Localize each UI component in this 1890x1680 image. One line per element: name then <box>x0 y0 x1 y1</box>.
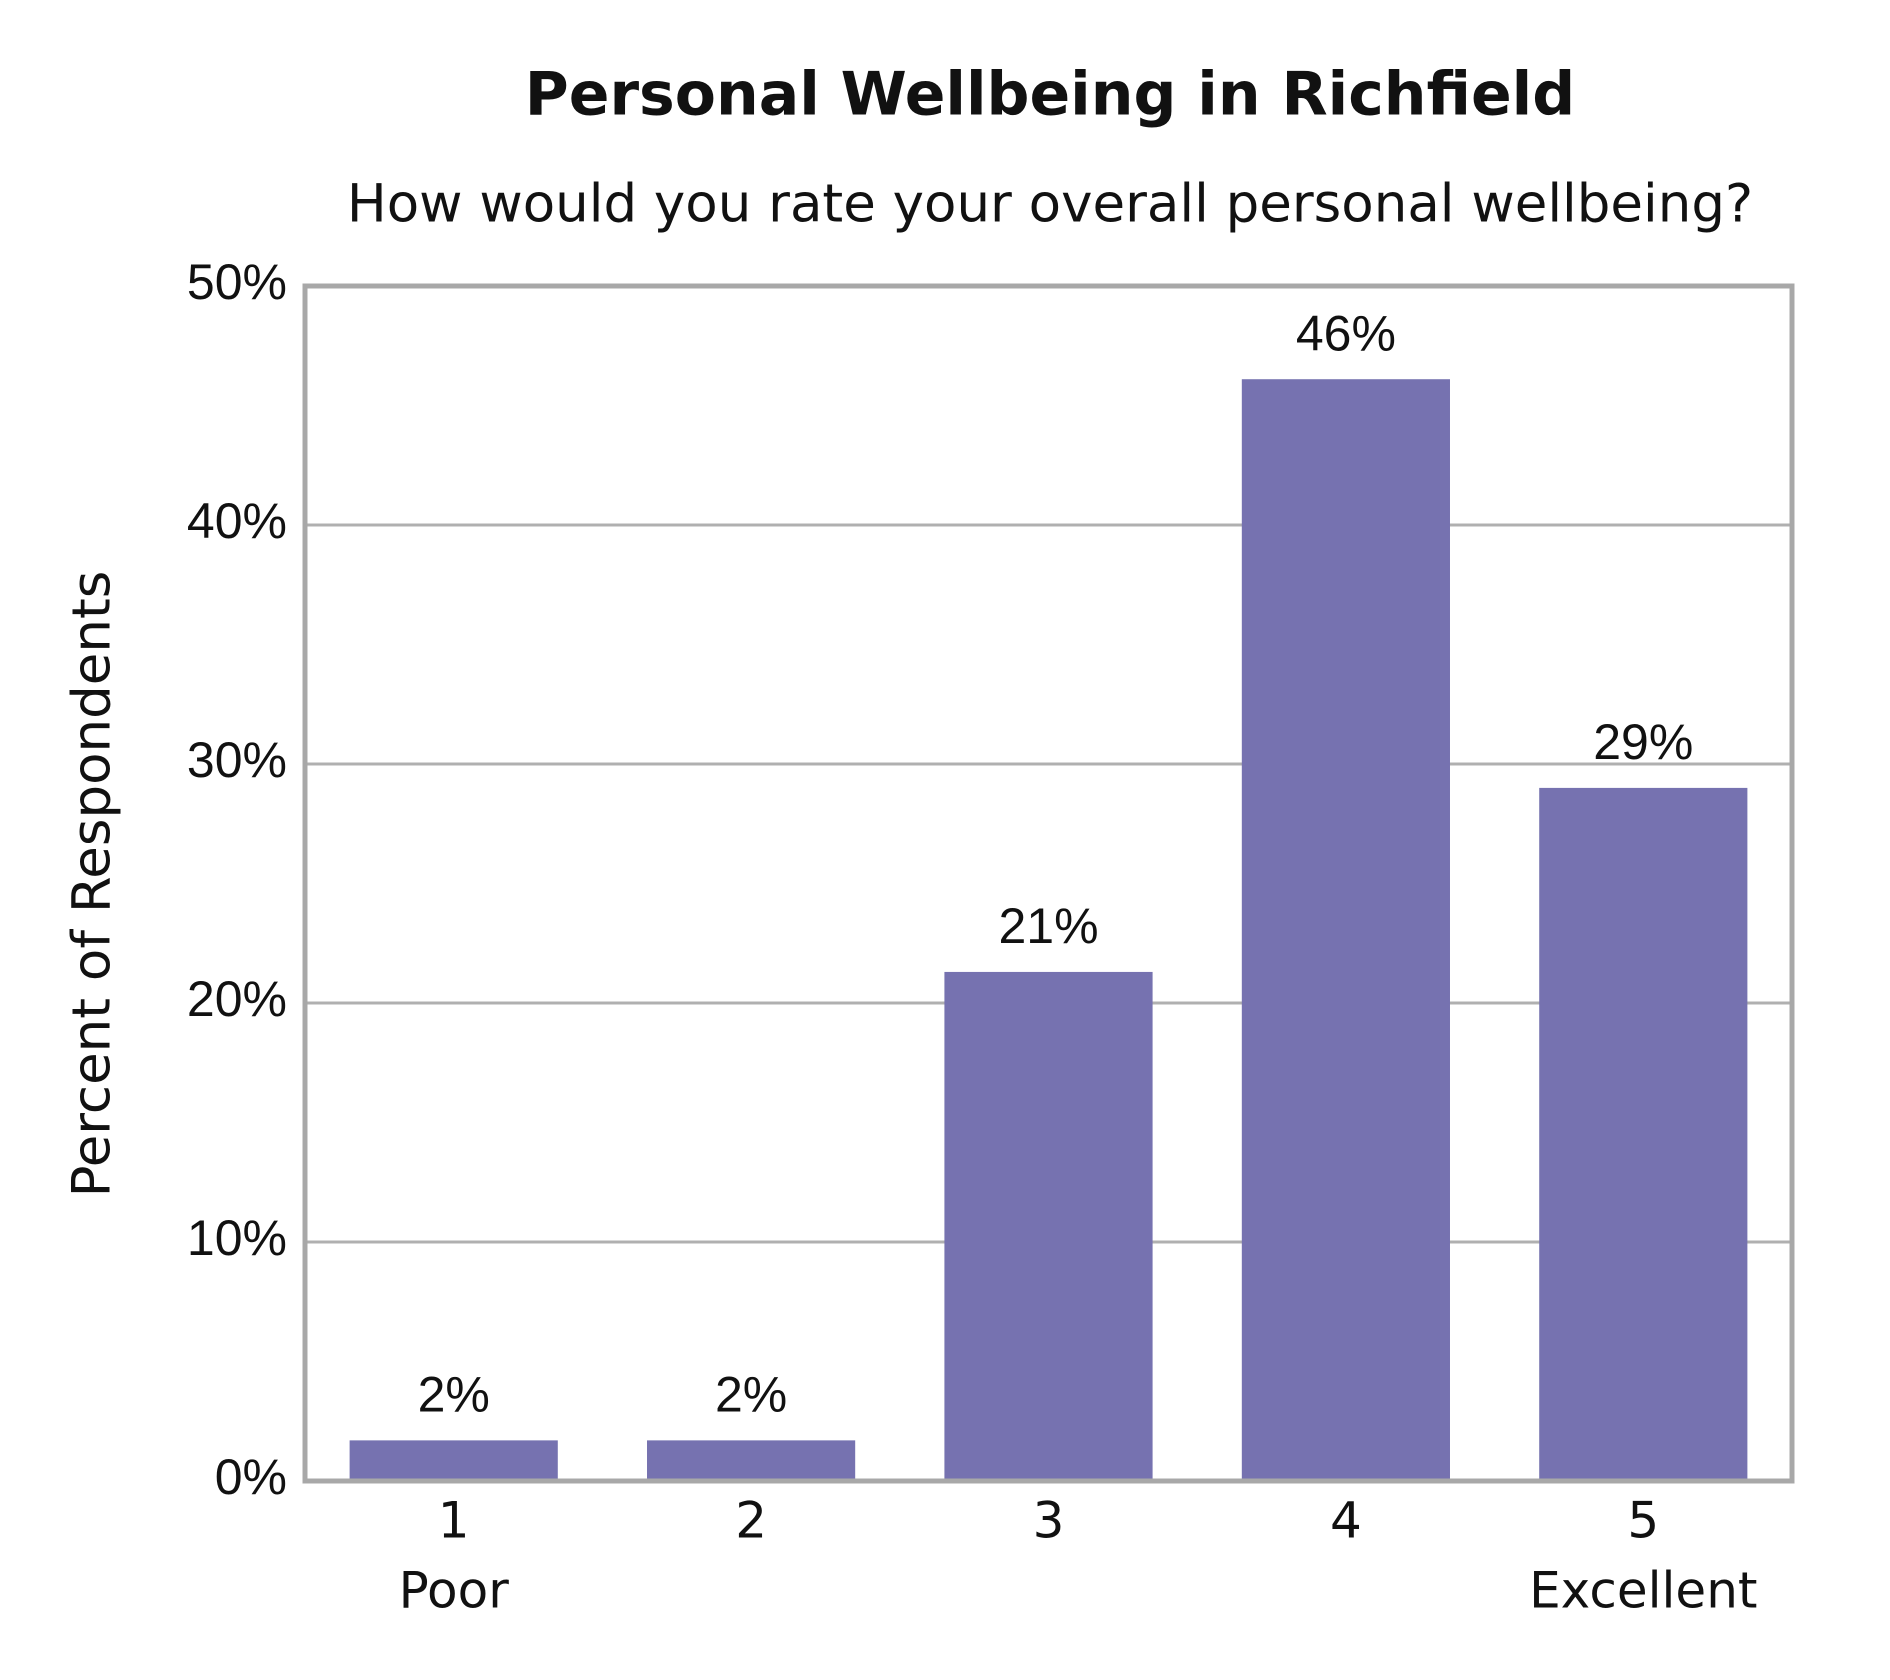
y-tick-label: 50% <box>187 254 287 310</box>
y-tick-label: 10% <box>187 1210 287 1266</box>
x-tick-label: 3 <box>1033 1492 1065 1550</box>
x-tick-label: 5 <box>1627 1492 1659 1550</box>
value-label: 2% <box>715 1367 787 1423</box>
bar <box>1241 379 1450 1482</box>
x-tick-label: 4 <box>1330 1492 1362 1550</box>
bar <box>1539 787 1748 1481</box>
x-tick-sublabel: Excellent <box>1529 1562 1757 1620</box>
y-axis-label: Percent of Respondents <box>62 571 123 1198</box>
bar <box>944 971 1153 1481</box>
y-tick-label: 40% <box>187 493 287 549</box>
x-tick-label: 1 <box>438 1492 470 1550</box>
value-label: 2% <box>418 1367 490 1423</box>
y-tick-label: 20% <box>187 971 287 1027</box>
chart-subtitle: How would you rate your overall personal… <box>347 174 1753 235</box>
y-tick-label: 0% <box>215 1449 287 1505</box>
x-tick-sublabel: Poor <box>399 1562 510 1620</box>
plot-border <box>302 283 1795 1484</box>
y-tick-label: 30% <box>187 732 287 788</box>
bar <box>647 1440 856 1481</box>
bar <box>349 1440 558 1481</box>
value-label: 21% <box>998 898 1098 954</box>
value-label: 29% <box>1593 714 1693 770</box>
x-tick-label: 2 <box>735 1492 767 1550</box>
value-label: 46% <box>1296 305 1396 361</box>
chart-title: Personal Wellbeing in Richfield <box>525 60 1575 130</box>
